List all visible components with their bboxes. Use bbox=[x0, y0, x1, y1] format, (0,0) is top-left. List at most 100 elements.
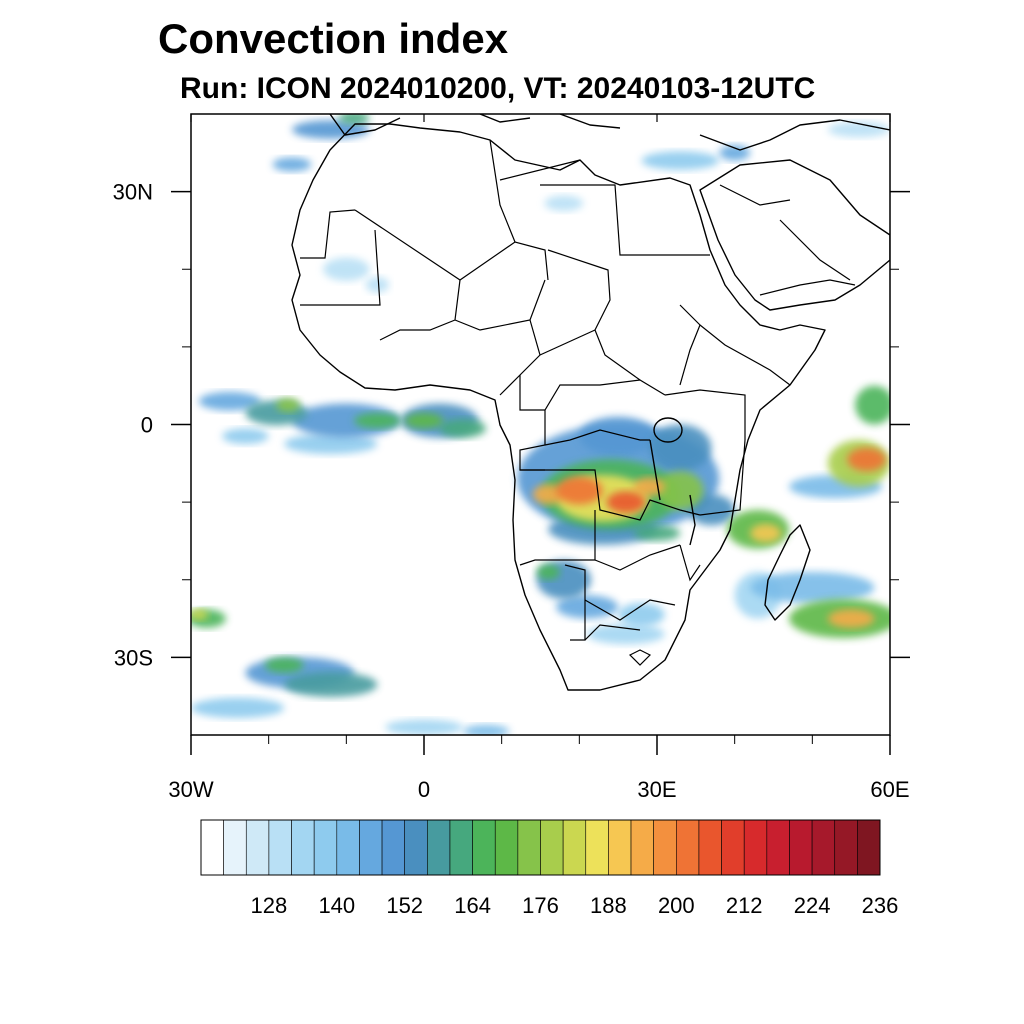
colorbar-swatch bbox=[585, 819, 609, 876]
colorbar-swatch bbox=[336, 819, 360, 876]
lon-tick-label: 30W bbox=[168, 777, 213, 802]
coastlines bbox=[291, 114, 890, 691]
field-cell bbox=[633, 477, 665, 496]
colorbar-label: 128 bbox=[251, 893, 288, 918]
field-cell bbox=[544, 195, 584, 212]
field-cell bbox=[198, 391, 261, 411]
lake-victoria bbox=[653, 417, 683, 443]
field-cell bbox=[222, 428, 269, 444]
colorbar-label: 140 bbox=[318, 893, 355, 918]
colorbar-swatch bbox=[857, 819, 881, 876]
country-borders bbox=[300, 139, 856, 666]
colorbar: 128 140 152 164 176 188 200 212 224 236 bbox=[200, 819, 899, 918]
colorbar-swatch bbox=[313, 819, 338, 876]
field-cell bbox=[272, 157, 312, 172]
field-cell bbox=[855, 385, 890, 425]
field-cell bbox=[191, 697, 285, 718]
lat-tick-label: 30N bbox=[113, 180, 153, 205]
field-cell bbox=[191, 609, 209, 621]
field-cell bbox=[657, 471, 704, 510]
colorbar-frame bbox=[200, 819, 881, 876]
field-cell bbox=[323, 257, 370, 281]
field-cell bbox=[827, 609, 875, 628]
field-cell bbox=[536, 564, 560, 580]
colorbar-label: 236 bbox=[862, 893, 899, 918]
field-cell bbox=[688, 494, 735, 526]
field-cell bbox=[750, 523, 782, 543]
colorbar-swatch bbox=[743, 819, 768, 876]
colorbar-swatch bbox=[766, 819, 790, 876]
field-cell bbox=[264, 657, 304, 673]
map-title: Convection index bbox=[158, 15, 509, 62]
field-cell bbox=[606, 491, 646, 513]
colorbar-label: 152 bbox=[386, 893, 423, 918]
colorbar-swatch bbox=[359, 819, 383, 876]
colorbar-swatch bbox=[517, 819, 541, 876]
field-cell bbox=[276, 398, 300, 413]
convection-field bbox=[191, 114, 890, 735]
field-cell bbox=[284, 672, 378, 697]
field-cell bbox=[750, 571, 875, 604]
colorbar-label: 188 bbox=[590, 893, 627, 918]
colorbar-swatch bbox=[472, 819, 496, 876]
colorbar-swatch bbox=[721, 819, 745, 876]
field-cell bbox=[385, 719, 463, 735]
colorbar-swatch bbox=[653, 819, 677, 876]
colorbar-swatch bbox=[494, 819, 519, 876]
lat-tick-label: 30S bbox=[114, 645, 153, 670]
colorbar-swatch bbox=[245, 819, 270, 876]
colorbar-swatch bbox=[630, 819, 654, 876]
colorbar-swatch bbox=[608, 819, 632, 876]
africa-coastline bbox=[291, 123, 826, 691]
field-cell bbox=[641, 151, 720, 170]
lon-tick-label: 0 bbox=[418, 777, 430, 802]
colorbar-swatch bbox=[675, 819, 700, 876]
colorbar-swatch bbox=[268, 819, 292, 876]
colorbar-swatch bbox=[381, 819, 406, 876]
field-cell bbox=[291, 403, 401, 438]
colorbar-swatch bbox=[404, 819, 428, 876]
colorbar-swatch bbox=[449, 819, 473, 876]
lake-tanganyika bbox=[649, 439, 661, 501]
colorbar-swatch bbox=[789, 819, 813, 876]
lon-tick-label: 30E bbox=[637, 777, 676, 802]
colorbar-swatch bbox=[562, 819, 587, 876]
field-cell bbox=[649, 424, 712, 472]
map-subtitle: Run: ICON 2024010200, VT: 20240103-12UTC bbox=[180, 72, 816, 105]
field-cell bbox=[827, 121, 890, 138]
arabia-coastline bbox=[699, 159, 890, 311]
field-cell bbox=[462, 724, 510, 735]
field-cell bbox=[556, 595, 619, 619]
colorbar-swatch bbox=[834, 819, 858, 876]
field-cell bbox=[587, 623, 665, 645]
field-cell bbox=[354, 412, 401, 429]
field-cell bbox=[284, 433, 378, 454]
madagascar-coastline bbox=[764, 524, 811, 621]
lon-tick-label: 60E bbox=[870, 777, 909, 802]
field-cell bbox=[556, 476, 603, 505]
colorbar-swatch bbox=[540, 819, 564, 876]
field-cell bbox=[439, 419, 487, 438]
lake-malawi bbox=[689, 494, 696, 546]
field-cell bbox=[633, 525, 681, 541]
colorbar-label: 176 bbox=[522, 893, 559, 918]
europe-coastline bbox=[329, 114, 890, 151]
colorbar-label: 200 bbox=[658, 893, 695, 918]
colorbar-swatch bbox=[811, 819, 836, 876]
colorbar-swatch bbox=[223, 819, 247, 876]
field-cell bbox=[404, 412, 444, 429]
colorbar-swatch bbox=[291, 819, 315, 876]
lat-tick-label: 0 bbox=[141, 413, 153, 438]
field-cell bbox=[338, 114, 370, 125]
colorbar-label: 164 bbox=[454, 893, 491, 918]
colorbar-label: 212 bbox=[726, 893, 763, 918]
map-axes: 30W 0 30E 60E 30N 0 30S bbox=[113, 114, 910, 802]
colorbar-swatch bbox=[427, 819, 451, 876]
colorbar-label: 224 bbox=[794, 893, 831, 918]
field-cell bbox=[618, 603, 665, 627]
field-cell bbox=[579, 416, 658, 456]
field-cell bbox=[847, 447, 887, 472]
field-cell bbox=[532, 484, 564, 505]
colorbar-swatch bbox=[698, 819, 722, 876]
